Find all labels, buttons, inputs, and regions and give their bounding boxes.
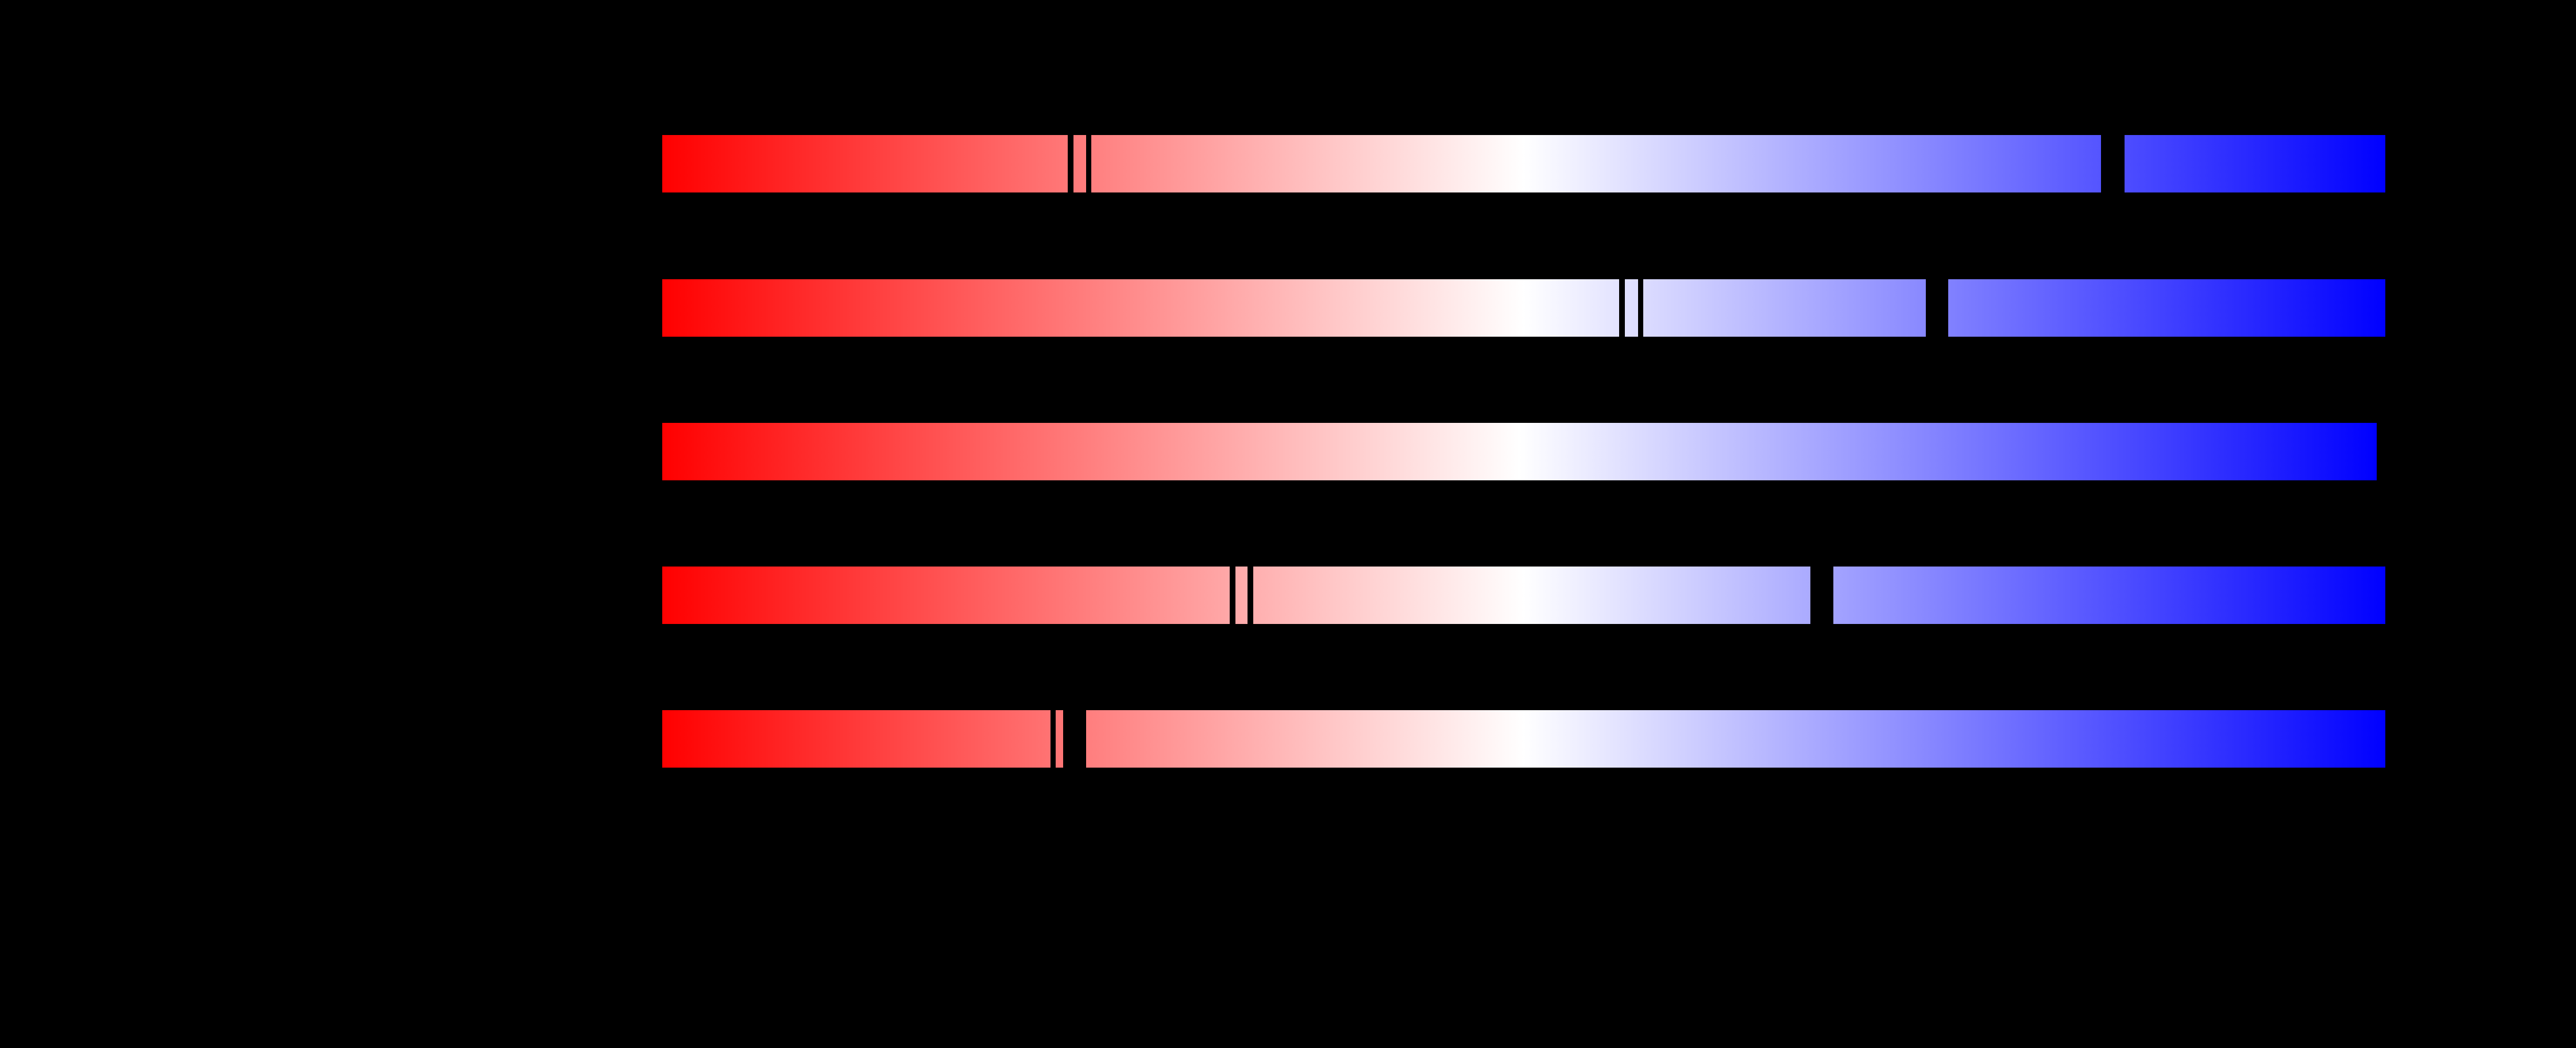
bar-tick-mark <box>1086 134 1091 193</box>
gradient-bar-5 <box>662 710 2385 768</box>
bar-gap <box>1063 710 1086 768</box>
bar-gap <box>1810 566 1833 625</box>
bar-tick-mark <box>1051 710 1056 768</box>
bar-tick-mark <box>1619 279 1625 337</box>
bar-tick-mark <box>1248 566 1253 625</box>
gradient-bar-1 <box>662 134 2385 193</box>
gradient-bar-2 <box>662 279 2385 337</box>
bar-tick-mark <box>1638 279 1643 337</box>
gradient-bar-3 <box>662 423 2377 480</box>
bar-tick-mark <box>1230 566 1235 625</box>
bar-tick-mark <box>1068 134 1073 193</box>
bar-gap <box>2101 134 2125 193</box>
bar-gap <box>1926 279 1948 337</box>
gradient-bar-4 <box>662 566 2385 625</box>
